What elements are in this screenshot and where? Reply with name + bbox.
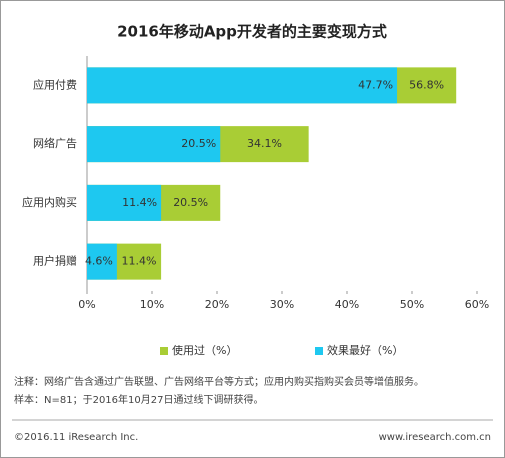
legend-label: 使用过（%）	[172, 344, 237, 357]
legend-label: 效果最好（%）	[327, 343, 403, 357]
bar	[87, 184, 162, 221]
bar	[87, 67, 398, 104]
y-tick-label: 应用内购买	[22, 195, 77, 209]
x-tick-label: 60%	[465, 298, 489, 311]
value-label: 56.8%	[409, 78, 444, 91]
footer-right: www.iresearch.com.cn	[379, 432, 491, 443]
value-label: 11.4%	[122, 255, 157, 268]
x-tick-label: 0%	[78, 298, 95, 311]
x-tick-label: 40%	[335, 298, 359, 311]
legend-swatch	[315, 347, 323, 355]
x-tick-label: 10%	[140, 298, 164, 311]
chart-title: 2016年移动App开发者的主要变现方式	[117, 23, 387, 41]
footer-left: ©2016.11 iResearch Inc.	[14, 432, 138, 443]
value-label: 20.5%	[181, 137, 216, 150]
x-tick-label: 50%	[400, 298, 424, 311]
y-tick-label: 用户捐赠	[33, 254, 77, 268]
value-label: 20.5%	[173, 196, 208, 209]
bar	[87, 243, 117, 280]
value-label: 47.7%	[358, 78, 393, 91]
value-label: 34.1%	[247, 137, 282, 150]
x-tick-label: 30%	[270, 298, 294, 311]
y-tick-label: 应用付费	[33, 77, 77, 91]
bar	[87, 126, 221, 163]
legend-swatch	[160, 347, 168, 355]
x-tick-label: 20%	[205, 298, 229, 311]
note: 样本：N=81；于2016年10月27日通过线下调研获得。	[14, 393, 263, 406]
y-tick-label: 网络广告	[33, 136, 77, 150]
note: 注释：网络广告含通过广告联盟、广告网络平台等方式；应用内购买指购买会员等增值服务…	[14, 375, 424, 388]
value-label: 11.4%	[122, 196, 157, 209]
value-label: 4.6%	[85, 255, 113, 268]
